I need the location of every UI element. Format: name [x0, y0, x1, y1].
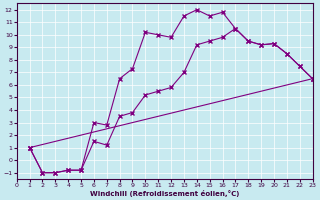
X-axis label: Windchill (Refroidissement éolien,°C): Windchill (Refroidissement éolien,°C)	[90, 190, 239, 197]
